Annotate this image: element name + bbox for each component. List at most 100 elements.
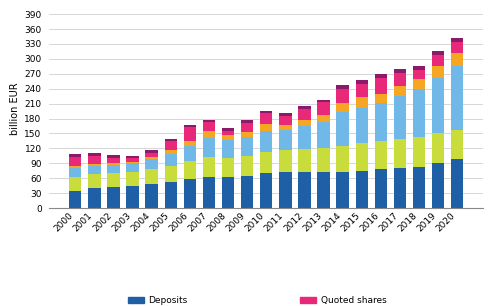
Bar xyxy=(451,42,463,53)
Bar xyxy=(145,184,158,208)
Bar xyxy=(279,125,291,129)
Bar xyxy=(145,153,158,157)
Bar xyxy=(241,120,253,122)
Bar xyxy=(241,156,253,176)
Bar xyxy=(183,141,196,146)
Bar xyxy=(107,173,120,187)
Bar xyxy=(222,158,234,177)
Bar xyxy=(279,129,291,150)
Bar xyxy=(145,157,158,159)
Bar xyxy=(413,70,425,79)
Bar xyxy=(126,159,139,162)
Y-axis label: billion EUR: billion EUR xyxy=(10,82,20,135)
Bar xyxy=(279,116,291,125)
Legend: Deposits, Insurance technical reserves, Unquoted shares, other equity, Quoted sh: Deposits, Insurance technical reserves, … xyxy=(128,296,405,306)
Bar xyxy=(222,177,234,208)
Bar xyxy=(260,113,273,124)
Bar xyxy=(432,66,444,78)
Bar xyxy=(451,129,463,159)
Bar xyxy=(165,139,177,141)
Bar xyxy=(222,130,234,136)
Bar xyxy=(260,173,273,208)
Bar xyxy=(336,146,349,172)
Bar xyxy=(222,140,234,158)
Bar xyxy=(394,73,406,86)
Bar xyxy=(432,51,444,55)
Bar xyxy=(394,140,406,168)
Bar xyxy=(375,74,387,78)
Bar xyxy=(260,110,273,113)
Bar xyxy=(336,85,349,89)
Bar xyxy=(317,148,330,172)
Bar xyxy=(241,132,253,137)
Bar xyxy=(375,169,387,208)
Bar xyxy=(241,176,253,208)
Bar xyxy=(413,167,425,208)
Bar xyxy=(432,133,444,163)
Bar xyxy=(298,149,311,172)
Bar xyxy=(394,168,406,208)
Bar xyxy=(222,128,234,130)
Bar xyxy=(432,55,444,66)
Bar xyxy=(355,84,368,97)
Bar xyxy=(222,136,234,140)
Bar xyxy=(183,179,196,208)
Bar xyxy=(88,156,101,164)
Bar xyxy=(69,177,81,191)
Bar xyxy=(183,125,196,127)
Bar xyxy=(298,109,311,120)
Bar xyxy=(375,103,387,141)
Bar xyxy=(298,120,311,125)
Bar xyxy=(279,113,291,116)
Bar xyxy=(413,79,425,89)
Bar xyxy=(88,164,101,166)
Bar xyxy=(298,172,311,208)
Bar xyxy=(317,122,330,148)
Bar xyxy=(203,131,215,138)
Bar xyxy=(165,141,177,150)
Bar xyxy=(260,124,273,131)
Bar xyxy=(126,163,139,172)
Bar xyxy=(126,186,139,208)
Bar xyxy=(203,138,215,157)
Bar xyxy=(317,172,330,208)
Bar xyxy=(88,174,101,188)
Bar xyxy=(336,103,349,112)
Bar xyxy=(260,152,273,173)
Bar xyxy=(317,102,330,114)
Bar xyxy=(126,172,139,186)
Bar xyxy=(203,157,215,177)
Bar xyxy=(69,157,81,166)
Bar xyxy=(279,172,291,208)
Bar xyxy=(88,153,101,156)
Bar xyxy=(394,86,406,96)
Bar xyxy=(69,168,81,177)
Bar xyxy=(203,177,215,208)
Bar xyxy=(241,122,253,132)
Bar xyxy=(126,156,139,159)
Bar xyxy=(88,166,101,174)
Bar xyxy=(69,166,81,168)
Bar xyxy=(69,191,81,208)
Bar xyxy=(355,80,368,84)
Bar xyxy=(260,131,273,152)
Bar xyxy=(317,114,330,122)
Bar xyxy=(298,125,311,149)
Bar xyxy=(451,53,463,66)
Bar xyxy=(279,150,291,172)
Bar xyxy=(413,137,425,167)
Bar xyxy=(107,163,120,165)
Bar xyxy=(126,162,139,163)
Bar xyxy=(107,155,120,158)
Bar xyxy=(413,66,425,70)
Bar xyxy=(183,161,196,179)
Bar xyxy=(375,78,387,94)
Bar xyxy=(183,127,196,141)
Bar xyxy=(451,159,463,208)
Bar xyxy=(355,144,368,171)
Bar xyxy=(355,108,368,144)
Bar xyxy=(107,187,120,208)
Bar xyxy=(394,96,406,140)
Bar xyxy=(145,159,158,169)
Bar xyxy=(165,166,177,182)
